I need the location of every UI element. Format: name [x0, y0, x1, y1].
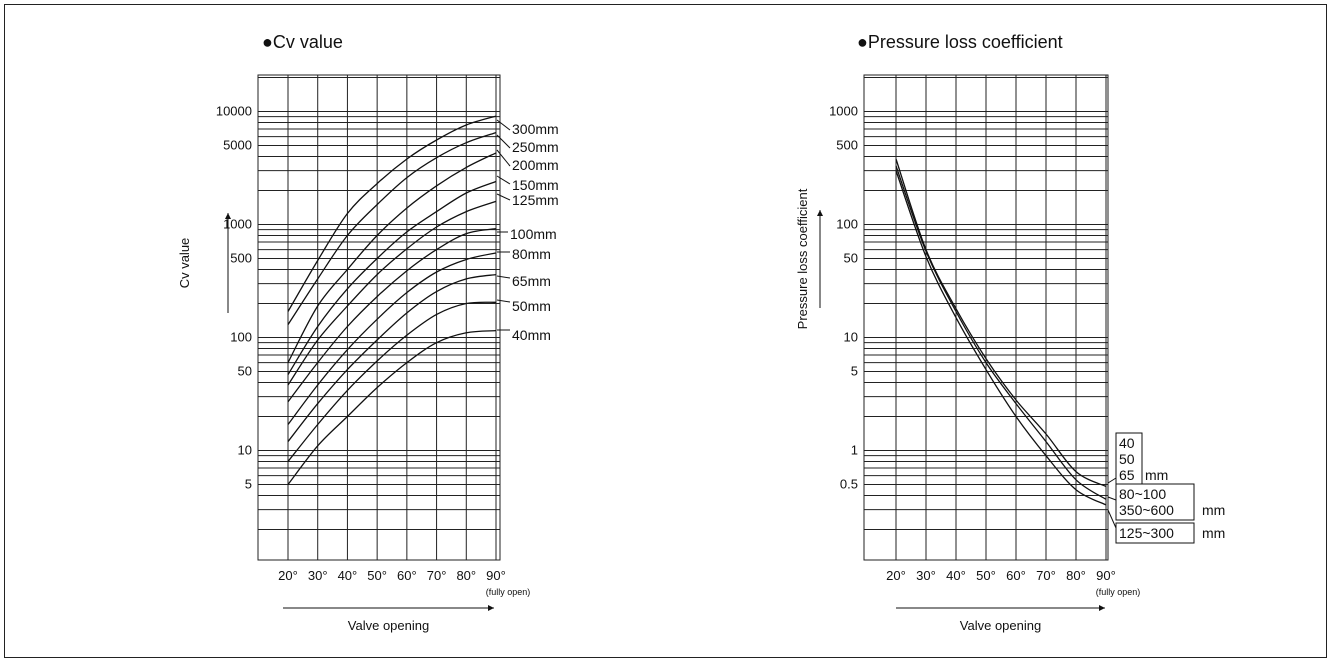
y-axis-arrowhead [817, 210, 823, 216]
series-line-7 [287, 252, 497, 425]
x-tick-label: 80° [456, 568, 476, 583]
y-tick-label: 100 [230, 330, 252, 345]
series-line-5 [287, 200, 497, 386]
x-tick-label: 90° [486, 568, 506, 583]
x-tick-label: 40° [338, 568, 358, 583]
series-leader-line [496, 299, 511, 303]
series-leader-line [1107, 509, 1117, 529]
series-label-line: 50 [1119, 451, 1135, 467]
series-leader-line [1107, 477, 1117, 484]
series-label: 65mm [512, 273, 551, 289]
x-tick-label: 20° [886, 568, 906, 583]
series-label-box [1115, 522, 1195, 544]
y-tick-label: 1000 [223, 217, 252, 232]
x-tick-label: 80° [1066, 568, 1086, 583]
series-unit-label: mm [1202, 502, 1225, 518]
series-leader-line [496, 119, 511, 131]
y-tick-label: 500 [230, 251, 252, 266]
y-axis-title: Cv value [177, 238, 192, 289]
series-leader-line [496, 175, 511, 185]
chart-title: ●Pressure loss coefficient [857, 32, 1063, 52]
series-label: 150mm [512, 177, 559, 193]
series-line-3 [895, 170, 1107, 506]
series-line-10 [287, 329, 497, 485]
series-label-line: 125~300 [1119, 525, 1174, 541]
y-tick-label: 1000 [829, 104, 858, 119]
y-tick-label: 10 [238, 443, 252, 458]
series-label: 80mm [512, 246, 551, 262]
chart-title: ●Cv value [262, 32, 343, 52]
y-tick-label: 100 [836, 217, 858, 232]
x-tick-label: 70° [427, 568, 447, 583]
x-tick-label: 20° [278, 568, 298, 583]
x-tick-label: 40° [946, 568, 966, 583]
series-label: 125mm [512, 192, 559, 208]
y-tick-label: 0.5 [840, 477, 858, 492]
x-tick-label: 90° [1096, 568, 1116, 583]
x-tick-label: 30° [916, 568, 936, 583]
y-tick-label: 10 [844, 330, 858, 345]
series-label: 250mm [512, 139, 559, 155]
x-axis-note: (fully open) [1096, 587, 1141, 597]
series-line-4 [287, 180, 497, 375]
plot-border [257, 74, 501, 561]
series-leader-line [496, 149, 511, 167]
series-unit-label: mm [1202, 525, 1225, 541]
y-tick-label: 5000 [223, 138, 252, 153]
x-tick-label: 50° [976, 568, 996, 583]
figure-frame [4, 4, 1327, 658]
series-line-8 [287, 273, 497, 443]
series-label-box [1115, 483, 1195, 521]
chart-1: ●Cv value 5 10 50 100 500 1000 5000 10000 20° 30° 4… [177, 32, 559, 633]
series-leader-line [496, 134, 511, 149]
x-axis-note: (fully open) [486, 587, 531, 597]
series-line-1 [895, 158, 1107, 488]
x-axis-title: Valve opening [960, 618, 1041, 633]
x-tick-label: 60° [1006, 568, 1026, 583]
series-label: 200mm [512, 157, 559, 173]
y-axis-title: Pressure loss coefficient [795, 188, 810, 329]
series-label-line: 40 [1119, 435, 1135, 451]
y-axis-arrowhead [225, 213, 231, 219]
series-line-6 [287, 227, 497, 403]
series-label: 100mm [510, 226, 557, 242]
series-line-2 [287, 131, 497, 325]
y-tick-label: 50 [238, 364, 252, 379]
x-tick-label: 70° [1036, 568, 1056, 583]
y-tick-label: 1 [851, 443, 858, 458]
y-tick-label: 10000 [216, 104, 252, 119]
y-tick-label: 50 [844, 251, 858, 266]
series-label-line: 65 [1119, 467, 1135, 483]
series-leader-line [1107, 496, 1117, 501]
series-line-9 [287, 301, 497, 462]
series-line-2 [895, 165, 1107, 500]
series-label: 50mm [512, 298, 551, 314]
y-tick-label: 500 [836, 138, 858, 153]
series-label: 300mm [512, 121, 559, 137]
x-tick-label: 30° [308, 568, 328, 583]
series-label: 40mm [512, 327, 551, 343]
series-line-3 [287, 152, 497, 363]
chart-2: ●Pressure loss coefficient 0.5 1 5 10 50 100 50… [795, 32, 1225, 633]
series-line-1 [287, 115, 497, 312]
series-label-line: 80~100 [1119, 486, 1166, 502]
x-tick-label: 60° [397, 568, 417, 583]
series-label-box [1115, 432, 1143, 486]
x-axis-arrowhead [488, 605, 494, 611]
y-tick-label: 5 [851, 364, 858, 379]
series-leader-line [496, 275, 511, 279]
x-axis-title: Valve opening [348, 618, 429, 633]
series-unit-label: mm [1145, 467, 1168, 483]
x-axis-arrowhead [1099, 605, 1105, 611]
series-label-line: 350~600 [1119, 502, 1174, 518]
series-leader-line [496, 193, 511, 201]
y-tick-label: 5 [245, 477, 252, 492]
x-tick-label: 50° [367, 568, 387, 583]
